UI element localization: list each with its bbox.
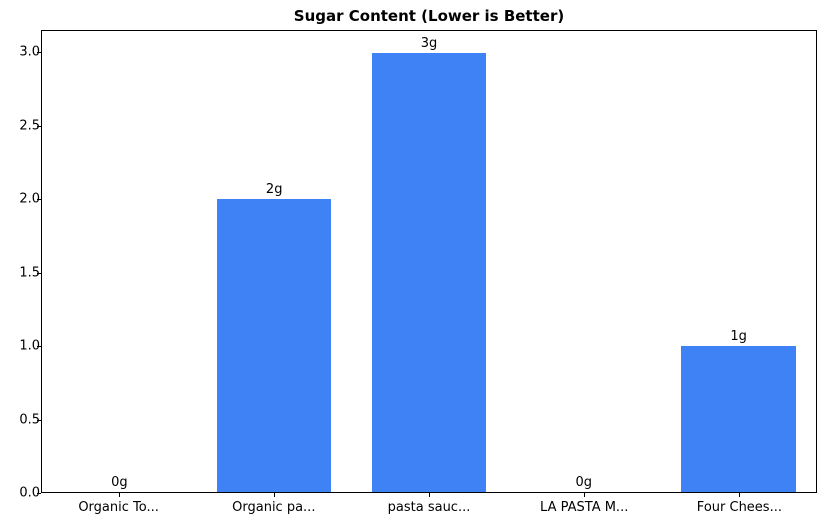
x-tick-mark	[273, 493, 275, 497]
bar	[216, 199, 332, 492]
x-tick-label: LA PASTA M...	[540, 500, 629, 515]
y-tick-label: 1.0	[19, 338, 40, 354]
y-tick-mark	[37, 52, 41, 54]
x-tick-mark	[429, 493, 430, 497]
bar-value-label: 2g	[265, 182, 283, 198]
chart-title: Sugar Content (Lower is Better)	[293, 7, 565, 25]
y-tick-mark	[37, 125, 41, 127]
bar-value-label: 1g	[730, 328, 747, 344]
x-tick-mark	[739, 493, 741, 497]
bar-slot: 0g	[42, 31, 197, 492]
bar-slot: 3g	[352, 31, 507, 492]
y-tick-label: 2.5	[19, 118, 40, 134]
y-tick-label: 2.0	[19, 191, 40, 207]
y-tick-mark	[37, 346, 41, 348]
bar	[681, 345, 796, 492]
x-tick-label: Four Chees...	[696, 500, 782, 515]
bar-value-label: 0g	[111, 475, 128, 490]
x-tick-mark	[118, 493, 120, 497]
y-tick-mark	[37, 419, 41, 421]
bar-slot: 1g	[661, 31, 816, 492]
bar-slot: 2g	[197, 31, 352, 492]
bar	[371, 52, 487, 492]
y-tick-mark	[37, 272, 41, 274]
x-tick-mark	[584, 493, 586, 497]
bars-container: 0g 2g 3g 0g 1g	[42, 31, 816, 492]
y-tick-mark	[37, 199, 41, 201]
y-tick-label: 0.0	[19, 485, 40, 501]
x-tick-label: pasta sauc...	[387, 500, 471, 515]
x-tick-label: Organic To...	[78, 500, 159, 515]
plot-area: 0g 2g 3g 0g 1g	[41, 30, 817, 493]
x-tick-label: Organic pa...	[232, 500, 316, 515]
y-tick-label: 1.5	[19, 265, 40, 281]
y-tick-label: 3.0	[19, 44, 40, 60]
bar-value-label: 0g	[575, 475, 593, 490]
bar-value-label: 3g	[420, 35, 438, 51]
y-tick-label: 0.5	[19, 412, 40, 427]
y-tick-mark	[37, 493, 41, 494]
bar-slot: 0g	[506, 31, 661, 492]
